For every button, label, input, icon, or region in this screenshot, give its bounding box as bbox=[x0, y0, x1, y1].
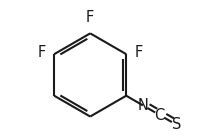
Text: S: S bbox=[172, 117, 181, 132]
Text: F: F bbox=[134, 45, 143, 60]
Text: F: F bbox=[38, 45, 46, 60]
Text: F: F bbox=[86, 10, 94, 25]
Text: N: N bbox=[137, 98, 148, 113]
Text: C: C bbox=[155, 108, 165, 123]
